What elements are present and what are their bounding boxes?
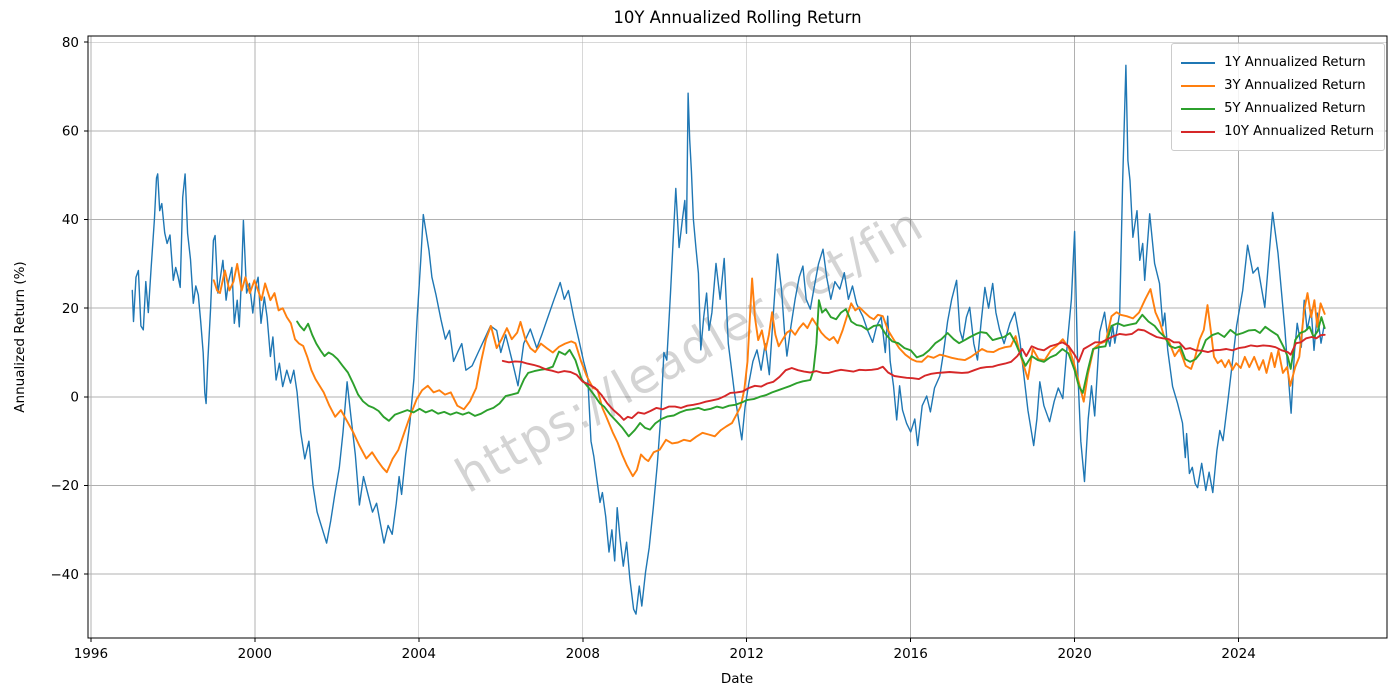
legend-item-5y-annualized-return: 5Y Annualized Return [1181,97,1374,120]
y-axis-label: Annualized Return (%) [12,261,28,413]
y-tick-label: −20 [51,478,80,494]
legend-item-3y-annualized-return: 3Y Annualized Return [1181,74,1374,97]
y-tick-label: 60 [62,124,79,140]
series-line-10y-annualized-return [501,328,1326,421]
legend: 1Y Annualized Return 3Y Annualized Return… [1171,43,1385,151]
watermark-text: https://leadler.net/fin [446,196,932,504]
legend-label: 5Y Annualized Return [1224,101,1366,116]
x-tick-label: 2004 [402,646,436,662]
x-tick-label: 1996 [74,646,108,662]
legend-item-10y-annualized-return: 10Y Annualized Return [1181,120,1374,143]
x-tick-label: 2000 [238,646,272,662]
x-tick-label: 2012 [730,646,764,662]
data-series-lines [131,64,1326,615]
series-line-1y-annualized-return [131,64,1325,615]
legend-label: 3Y Annualized Return [1224,78,1366,93]
legend-line-swatch [1181,130,1216,133]
legend-line-swatch [1181,84,1216,87]
legend-line-swatch [1181,107,1216,110]
x-tick-label: 2016 [894,646,928,662]
x-axis-label: Date [720,671,754,687]
axes-and-ticks: 1996 2000 2004 2008 2012 2016 2020 2024 −40 −20 0 2… [51,35,1388,662]
y-tick-label: 0 [70,390,79,406]
legend-label: 10Y Annualized Return [1224,124,1374,139]
plot-border [87,35,1388,639]
x-tick-label: 2024 [1221,646,1255,662]
series-line-3y-annualized-return [212,262,1326,478]
x-tick-label: 2008 [566,646,600,662]
y-tick-label: 20 [62,301,79,317]
chart-title: 10Y Annualized Rolling Return [613,8,862,27]
y-tick-label: 80 [62,35,79,51]
watermark-layer: https://leadler.net/fin [446,196,932,504]
legend-label: 1Y Annualized Return [1224,55,1366,70]
y-tick-label: −40 [51,567,80,583]
legend-item-1y-annualized-return: 1Y Annualized Return [1181,51,1374,74]
y-tick-label: 40 [62,212,79,228]
x-tick-label: 2020 [1057,646,1091,662]
legend-line-swatch [1181,61,1216,64]
grid-lines [88,36,1387,638]
